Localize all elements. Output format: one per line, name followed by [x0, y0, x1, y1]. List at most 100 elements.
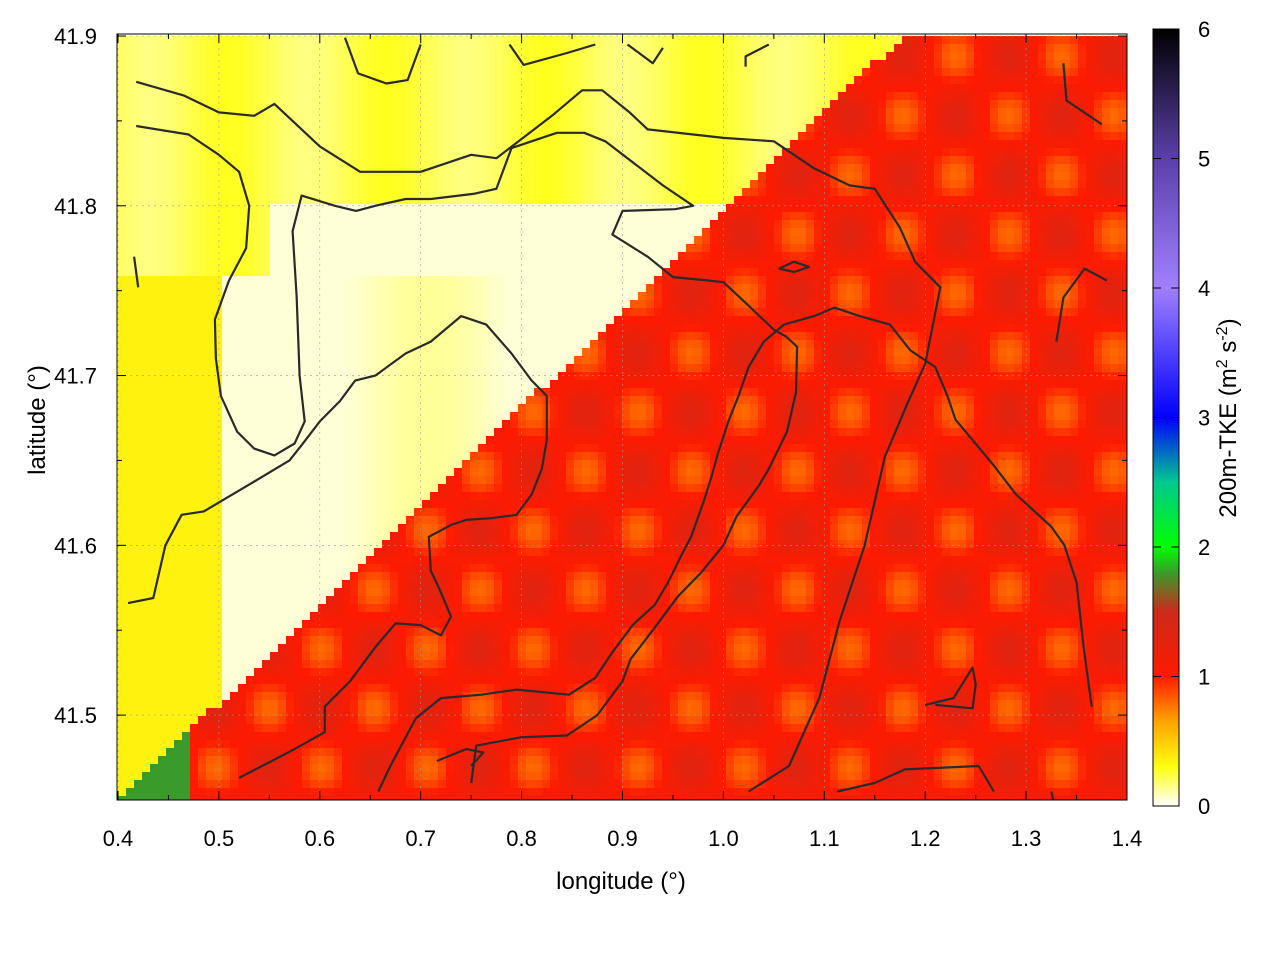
heatmap-cell — [958, 316, 967, 325]
heatmap-cell — [462, 196, 471, 205]
heatmap-cell — [558, 140, 567, 149]
heatmap-cell — [502, 284, 511, 293]
heatmap-cell — [206, 276, 215, 285]
heatmap-cell — [958, 340, 967, 349]
heatmap-cell — [478, 308, 487, 317]
heatmap-cell — [206, 172, 215, 181]
heatmap-cell — [710, 124, 719, 133]
heatmap-cell — [1086, 148, 1095, 157]
heatmap-cell — [998, 236, 1007, 245]
heatmap-cell — [1062, 132, 1071, 141]
heatmap-cell — [934, 204, 943, 213]
heatmap-cell — [734, 244, 743, 253]
heatmap-cell — [198, 164, 207, 173]
heatmap-cell — [126, 292, 135, 301]
heatmap-cell — [158, 332, 167, 341]
heatmap-cell — [1030, 60, 1039, 69]
heatmap-cell — [982, 196, 991, 205]
heatmap-cell — [582, 188, 591, 197]
heatmap-cell — [742, 44, 751, 53]
heatmap-cell — [638, 228, 647, 237]
heatmap-cell — [222, 172, 231, 181]
heatmap-cell — [590, 124, 599, 133]
heatmap-cell — [454, 92, 463, 101]
heatmap-cell — [1006, 212, 1015, 221]
heatmap-cell — [630, 164, 639, 173]
heatmap-cell — [926, 180, 935, 189]
heatmap-cell — [854, 300, 863, 309]
heatmap-cell — [366, 212, 375, 221]
heatmap-cell — [254, 220, 263, 229]
heatmap-cell — [606, 260, 615, 269]
heatmap-cell — [1046, 252, 1055, 261]
heatmap-cell — [1118, 252, 1127, 261]
heatmap-cell — [230, 252, 239, 261]
heatmap-cell — [846, 148, 855, 157]
heatmap-cell — [174, 340, 183, 349]
heatmap-cell — [630, 52, 639, 61]
heatmap-cell — [438, 44, 447, 53]
heatmap-cell — [718, 228, 727, 237]
heatmap-cell — [838, 268, 847, 277]
heatmap-cell — [270, 324, 279, 333]
heatmap-cell — [902, 116, 911, 125]
heatmap-cell — [374, 180, 383, 189]
heatmap-cell — [590, 252, 599, 261]
heatmap-cell — [198, 156, 207, 165]
heatmap-cell — [246, 340, 255, 349]
heatmap-cell — [662, 124, 671, 133]
heatmap-cell — [558, 180, 567, 189]
heatmap-cell — [734, 308, 743, 317]
heatmap-cell — [918, 84, 927, 93]
heatmap-cell — [638, 268, 647, 277]
heatmap-cell — [830, 244, 839, 253]
heatmap-cell — [1086, 308, 1095, 317]
heatmap-cell — [206, 132, 215, 141]
heatmap-cell — [982, 324, 991, 333]
heatmap-cell — [286, 300, 295, 309]
heatmap-cell — [590, 300, 599, 309]
heatmap-cell — [558, 292, 567, 301]
heatmap-cell — [990, 284, 999, 293]
heatmap-cell — [790, 108, 799, 117]
heatmap-cell — [230, 204, 239, 213]
heatmap-cell — [158, 300, 167, 309]
heatmap-cell — [750, 76, 759, 85]
heatmap-cell — [1110, 196, 1119, 205]
heatmap-cell — [542, 108, 551, 117]
heatmap-cell — [694, 268, 703, 277]
heatmap-cell — [358, 180, 367, 189]
heatmap-cell — [534, 124, 543, 133]
heatmap-cell — [582, 172, 591, 181]
heatmap-cell — [302, 340, 311, 349]
heatmap-cell — [302, 84, 311, 93]
heatmap-cell — [558, 172, 567, 181]
heatmap-cell — [1070, 52, 1079, 61]
heatmap-cell — [574, 292, 583, 301]
heatmap-cell — [438, 252, 447, 261]
heatmap-cell — [894, 92, 903, 101]
heatmap-cell — [558, 252, 567, 261]
heatmap-cell — [750, 188, 759, 197]
heatmap-cell — [278, 124, 287, 133]
heatmap-cell — [822, 236, 831, 245]
heatmap-cell — [454, 140, 463, 149]
heatmap-cell — [582, 252, 591, 261]
heatmap-cell — [438, 92, 447, 101]
heatmap-cell — [1054, 316, 1063, 325]
heatmap-cell — [1102, 52, 1111, 61]
heatmap-cell — [1006, 108, 1015, 117]
heatmap-cell — [862, 84, 871, 93]
heatmap-cell — [270, 236, 279, 245]
heatmap-cell — [678, 244, 687, 253]
heatmap-cell — [686, 220, 695, 229]
heatmap-cell — [262, 332, 271, 341]
heatmap-cell — [534, 316, 543, 325]
heatmap-cell — [1110, 84, 1119, 93]
heatmap-cell — [1078, 76, 1087, 85]
heatmap-cell — [822, 180, 831, 189]
heatmap-cell — [1038, 52, 1047, 61]
heatmap-cell — [374, 116, 383, 125]
heatmap-cell — [270, 220, 279, 229]
heatmap-cell — [126, 284, 135, 293]
